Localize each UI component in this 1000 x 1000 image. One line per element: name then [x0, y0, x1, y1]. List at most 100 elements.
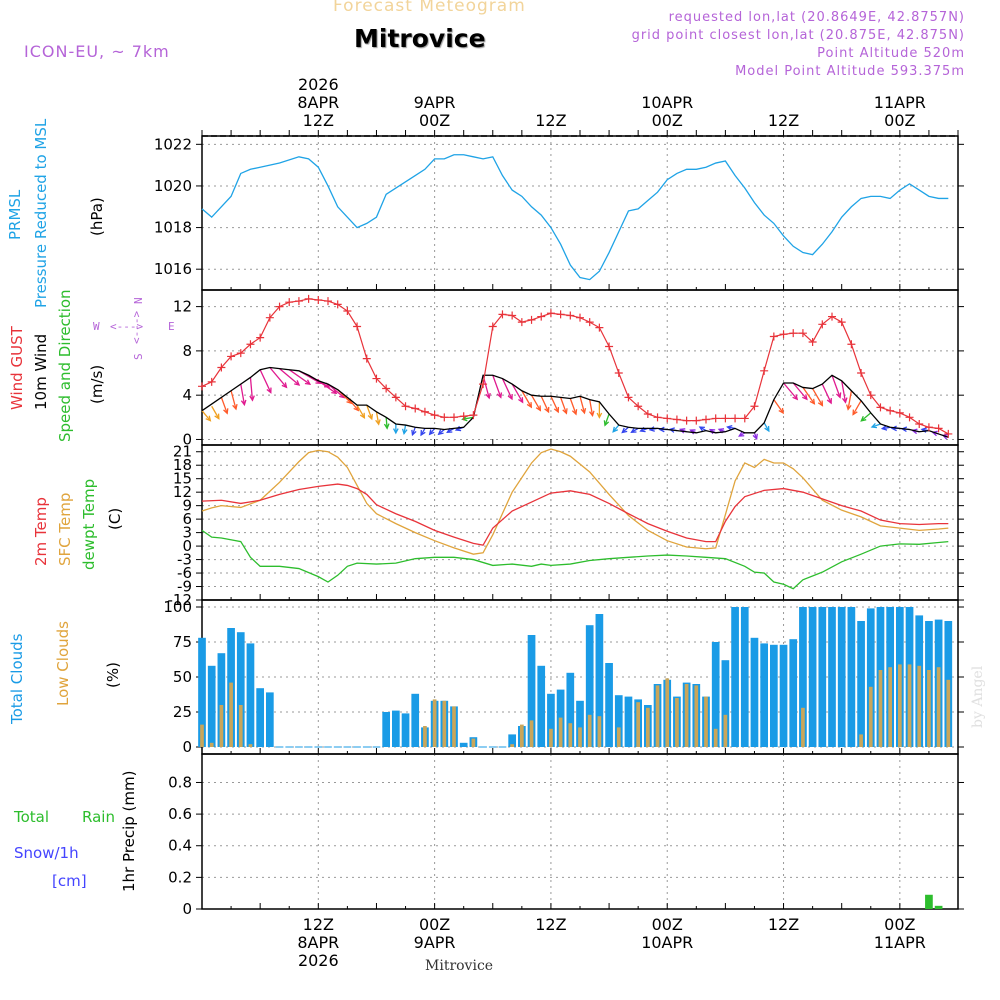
total-cloud-bar — [585, 625, 594, 747]
wind-arrow — [783, 382, 798, 400]
wind-arrow — [802, 387, 815, 405]
total-cloud-bar — [866, 608, 875, 747]
wind-arrow-head — [826, 398, 832, 405]
gust-marker — [537, 312, 546, 321]
rain-bar — [934, 905, 943, 909]
wind-arrow — [612, 424, 620, 433]
wind-arrow-head — [809, 398, 816, 405]
panel-0 — [196, 135, 964, 291]
total-cloud-bar — [566, 672, 575, 747]
low-cloud-bar — [471, 738, 476, 747]
total-cloud-bar — [217, 653, 226, 747]
gust-marker — [808, 338, 817, 347]
point-altitude: Point Altitude 520m — [817, 46, 965, 61]
wind-arrow — [871, 423, 881, 428]
wind-arrow — [589, 399, 594, 416]
gust-marker — [198, 382, 206, 391]
top-time-label: 00Z — [652, 111, 683, 130]
wind-arrow-head — [401, 428, 408, 436]
top-time-label: 10APR — [641, 93, 693, 112]
gust-marker — [469, 411, 478, 420]
wind-arrow — [569, 398, 577, 415]
total-cloud-bar — [847, 607, 856, 747]
low-cloud-bar — [878, 670, 883, 747]
gust-marker — [430, 411, 439, 420]
gust-marker — [605, 342, 614, 351]
rain-bar — [925, 894, 933, 909]
wind-arrow — [240, 383, 246, 405]
gust-marker — [517, 318, 526, 327]
total-cloud-bar — [740, 607, 749, 747]
gust-marker — [711, 414, 720, 423]
gust-marker — [304, 294, 313, 303]
y-tick-label: 15 — [173, 470, 192, 488]
precip-snow-label: Snow/1h — [14, 844, 79, 862]
y-tick-label: 21 — [173, 443, 192, 461]
top-time-label: 9APR — [414, 93, 456, 112]
wind-arrow-head — [841, 397, 848, 404]
gust-marker — [769, 332, 778, 341]
wind-arrow-head — [612, 426, 619, 433]
gust-marker — [479, 380, 488, 389]
precip-total-label: Total — [14, 808, 50, 826]
gust-marker — [847, 340, 856, 349]
wind-arrow-head — [518, 397, 524, 404]
wind-arrow — [279, 368, 300, 386]
y-tick-label: 0 — [182, 537, 192, 555]
wind-arrow-head — [588, 410, 595, 418]
bottom-time-label: 11APR — [874, 933, 926, 952]
wind-arrow — [462, 416, 474, 420]
gust-marker — [333, 300, 342, 309]
y-tick-label: -3 — [177, 551, 192, 569]
low-cloud-bar — [423, 726, 427, 747]
top-time-label: 00Z — [884, 111, 915, 130]
low-cloud-bar — [684, 684, 689, 747]
y-tick-label: 100 — [163, 598, 192, 616]
wind-arrow — [773, 399, 784, 414]
gust-marker — [401, 402, 410, 411]
gust-marker — [672, 415, 681, 424]
low-cloud-bar — [801, 707, 805, 747]
requested-location: requested lon,lat (20.8649E, 42.8757N) — [668, 10, 965, 25]
wind-10m-line — [201, 366, 949, 438]
total-cloud-bar — [207, 665, 216, 747]
bottom-time-label: 00Z — [419, 915, 450, 934]
gust-marker — [905, 413, 914, 422]
wind-arrow — [288, 369, 311, 385]
wind-arrow-head — [392, 428, 399, 435]
low-cloud-bar — [452, 706, 456, 747]
wind-arrow-head — [778, 407, 785, 415]
total-cloud-bar — [392, 710, 400, 747]
gust-marker — [915, 419, 924, 428]
total-cloud-bar — [614, 695, 623, 747]
low-cloud-bar — [713, 728, 718, 747]
low-cloud-bar — [200, 724, 204, 747]
gust-marker — [934, 424, 943, 433]
bottom-time-label: 00Z — [884, 915, 915, 934]
wind-arrow-head — [420, 430, 426, 437]
gust-marker — [411, 404, 420, 413]
wind-arrow-head — [817, 400, 824, 407]
wind-arrow — [521, 390, 532, 408]
wind-arrow-head — [526, 402, 533, 409]
gust-marker — [682, 416, 691, 425]
wind-arrow-head — [846, 404, 852, 411]
gust-marker — [566, 311, 575, 320]
gust-marker — [236, 349, 245, 358]
wind-arrow-head — [461, 415, 468, 422]
wind-arrow-head — [535, 405, 542, 412]
compass-e: E — [168, 320, 175, 333]
bottom-time-label: 12Z — [303, 915, 334, 934]
gust-marker — [227, 352, 236, 361]
wind-arrow-head — [437, 429, 444, 436]
y-tick-label: 3 — [182, 524, 192, 542]
wind-arrow — [492, 375, 502, 398]
wind-arrow-head — [205, 415, 212, 422]
total-cloud-bar — [770, 644, 778, 747]
wind-arrow — [604, 413, 610, 426]
total-cloud-bar — [828, 607, 836, 747]
gust-marker — [789, 329, 798, 338]
low-cloud-bar — [868, 686, 873, 747]
y-tick-label: 50 — [173, 668, 192, 686]
